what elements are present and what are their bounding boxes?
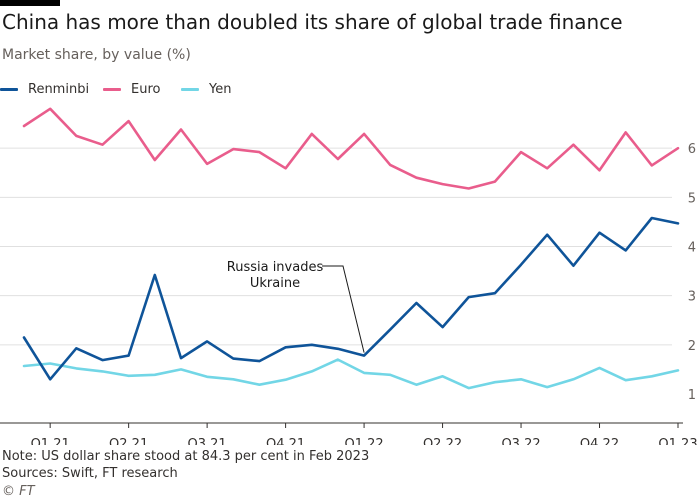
- y-tick-label: 2: [688, 339, 696, 354]
- x-tick-label: Q4 21: [266, 437, 305, 445]
- footnote: Note: US dollar share stood at 84.3 per …: [2, 449, 370, 464]
- x-tick-label: Q1 23: [658, 437, 697, 445]
- x-tick-label: Q2 21: [109, 437, 148, 445]
- y-tick-label: 1: [688, 388, 696, 403]
- y-tick-label: 3: [688, 290, 696, 305]
- x-tick-label: Q3 22: [501, 437, 540, 445]
- y-tick-label: 5: [688, 191, 696, 206]
- annotation-label: Russia invades Ukraine: [227, 260, 324, 291]
- x-tick-label: Q2 22: [423, 437, 462, 445]
- series-line-renminbi: [22, 216, 680, 381]
- annotation-line: Ukraine: [250, 276, 300, 291]
- copyright: © FT: [2, 484, 35, 499]
- y-tick-label: 4: [688, 241, 696, 256]
- series-line-euro: [22, 107, 680, 190]
- legend-item-renminbi: Renminbi: [0, 80, 89, 98]
- chart-subtitle: Market share, by value (%): [2, 47, 191, 63]
- line-chart: 1 2 3 4 5 6 Q1 21 Q2 21 Q3 21 Q4 21 Q1 22 Q2 22 Q3 2…: [0, 107, 698, 445]
- sources: Sources: Swift, FT research: [2, 466, 178, 481]
- chart-title: China has more than doubled its share of…: [2, 10, 623, 34]
- chart-legend: Renminbi Euro Yen: [0, 80, 400, 98]
- legend-swatch-renminbi: [0, 87, 18, 91]
- x-tick-label: Q1 22: [344, 437, 383, 445]
- legend-label-renminbi: Renminbi: [28, 81, 90, 97]
- legend-swatch-euro: [103, 87, 121, 91]
- legend-item-euro: Euro: [103, 80, 160, 98]
- x-tick-label: Q3 21: [188, 437, 227, 445]
- annotation-line: Russia invades: [227, 260, 324, 275]
- x-tick-label: Q4 22: [580, 437, 619, 445]
- x-tick-label: Q1 21: [31, 437, 70, 445]
- legend-label-yen: Yen: [209, 81, 232, 97]
- annotation-leader: [322, 265, 365, 353]
- brand-bar: [0, 0, 60, 6]
- legend-item-yen: Yen: [181, 80, 231, 98]
- y-tick-label: 6: [688, 142, 696, 157]
- legend-label-euro: Euro: [131, 81, 161, 97]
- series-line-yen: [22, 358, 680, 390]
- legend-swatch-yen: [181, 87, 199, 91]
